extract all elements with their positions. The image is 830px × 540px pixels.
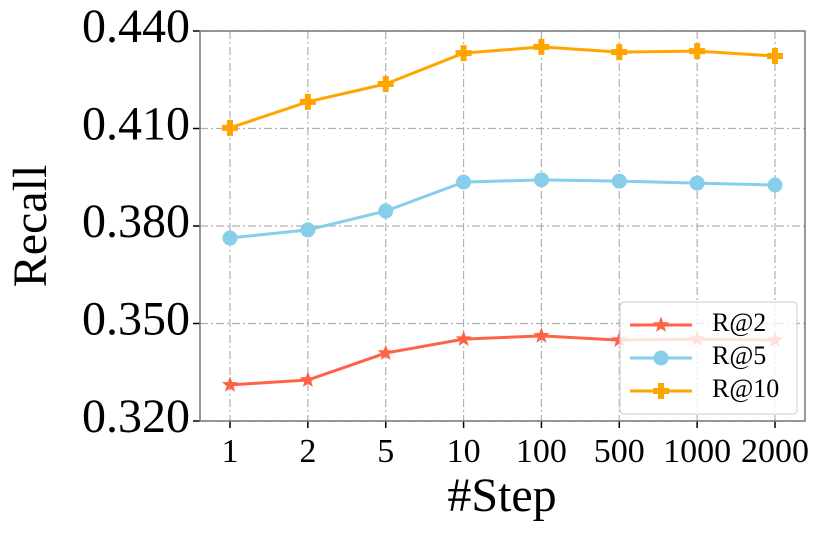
marker	[456, 174, 472, 190]
x-tick-label: 5	[377, 433, 394, 470]
marker	[611, 44, 628, 61]
y-tick-label: 0.410	[82, 98, 190, 151]
series-line	[229, 45, 776, 130]
legend-label: R@10	[712, 374, 779, 403]
marker	[652, 316, 670, 332]
marker	[222, 119, 238, 136]
series-line	[229, 178, 776, 240]
marker	[611, 173, 627, 189]
y-tick-label: 0.320	[82, 390, 190, 443]
marker	[221, 376, 239, 392]
marker	[653, 383, 669, 399]
marker	[455, 330, 472, 346]
marker	[222, 230, 238, 246]
y-tick-label: 0.350	[82, 293, 190, 346]
x-tick-label: 2000	[741, 433, 809, 470]
marker	[533, 327, 550, 343]
marker	[611, 331, 628, 347]
y-tick-label: 0.380	[82, 195, 190, 248]
x-tick-label: 500	[594, 433, 645, 470]
x-tick-label: 1	[222, 433, 239, 470]
marker	[378, 203, 394, 219]
legend: R@2 R@5 R@10	[619, 301, 798, 415]
x-tick-label: 10	[447, 433, 481, 470]
marker	[533, 38, 550, 55]
marker	[533, 172, 549, 188]
marker	[300, 222, 316, 238]
marker	[377, 75, 394, 92]
y-axis-label: Recall	[4, 165, 57, 288]
plot-frame	[199, 30, 806, 422]
marker	[767, 177, 783, 193]
legend-label: R@5	[712, 341, 766, 370]
x-tick-label: 2	[299, 433, 316, 470]
marker	[767, 48, 783, 65]
marker	[299, 371, 316, 387]
x-tick-label: 1000	[663, 433, 731, 470]
y-tick-label: 0.440	[82, 0, 190, 53]
marker	[689, 43, 706, 60]
x-tick-label: 100	[516, 433, 567, 470]
x-axis-label: #Step	[447, 469, 556, 522]
marker	[299, 93, 316, 110]
marker	[653, 350, 669, 366]
marker	[455, 45, 472, 62]
legend-label: R@2	[712, 308, 766, 337]
marker	[377, 344, 394, 360]
marker	[689, 175, 705, 191]
